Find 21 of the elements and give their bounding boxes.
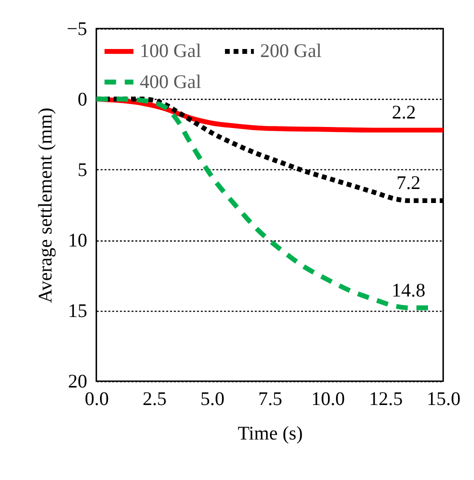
x-tick-label: 0.0 <box>84 388 109 410</box>
y-tick-label: 15 <box>68 300 88 322</box>
x-tick-label: 12.5 <box>369 388 403 410</box>
x-tick-label: 15.0 <box>426 388 460 410</box>
y-tick-label: 5 <box>78 160 88 181</box>
x-tick-label: 10.0 <box>311 388 345 410</box>
data-label: 7.2 <box>396 173 421 194</box>
data-label: 14.8 <box>392 280 426 302</box>
y-tick-label: −5 <box>66 18 88 40</box>
legend-label: 100 Gal <box>140 41 202 62</box>
x-tick-label: 2.5 <box>142 388 167 410</box>
y-tick-label: 10 <box>68 230 88 252</box>
x-axis-title: Time (s) <box>238 423 303 444</box>
legend-label: 400 Gal <box>140 72 202 93</box>
x-tick-label: 5.0 <box>200 388 224 410</box>
data-label: 2.2 <box>392 102 416 124</box>
legend-label: 200 Gal <box>260 41 322 62</box>
x-tick-label: 7.5 <box>258 388 282 410</box>
y-axis-title: Average settlement (mm) <box>35 108 56 303</box>
y-tick-label: 0 <box>78 89 88 110</box>
y-tick-label: 20 <box>68 371 88 392</box>
